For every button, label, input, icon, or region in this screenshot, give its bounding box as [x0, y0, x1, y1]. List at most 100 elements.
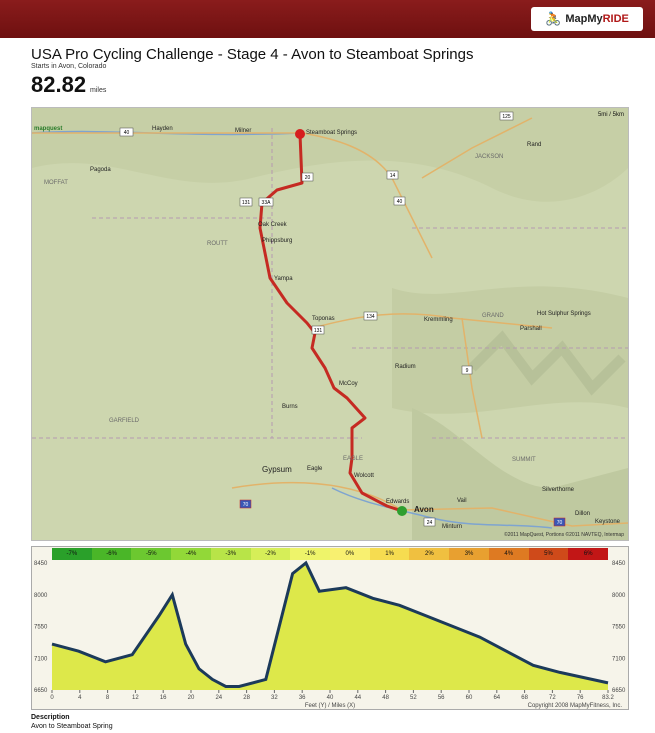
- x-axis-label: Feet (Y) / Miles (X): [305, 703, 355, 709]
- grade-swatch: -3%: [210, 548, 251, 560]
- x-tick-label: 40: [327, 695, 334, 701]
- svg-text:Vail: Vail: [457, 498, 467, 504]
- x-tick-label: 76: [577, 695, 584, 701]
- distance-unit: miles: [90, 87, 107, 94]
- svg-text:Avon: Avon: [414, 505, 434, 514]
- svg-text:134: 134: [366, 314, 375, 320]
- x-tick-label: 60: [466, 695, 473, 701]
- svg-text:Yampa: Yampa: [274, 276, 293, 282]
- description-text: Avon to Steamboat Spring: [31, 723, 113, 730]
- svg-text:Dillon: Dillon: [575, 511, 590, 517]
- grade-swatch: 5%: [528, 548, 569, 560]
- route-title: USA Pro Cycling Challenge - Stage 4 - Av…: [31, 46, 474, 63]
- svg-text:Edwards: Edwards: [386, 499, 409, 505]
- y-tick-label: 8000: [34, 593, 48, 599]
- x-tick-label: 12: [132, 695, 139, 701]
- svg-text:Phippsburg: Phippsburg: [262, 238, 292, 244]
- svg-text:Parshall: Parshall: [520, 326, 542, 332]
- svg-text:GRAND: GRAND: [482, 313, 504, 319]
- svg-text:Kremmling: Kremmling: [424, 317, 453, 323]
- start-location: Starts in Avon, Colorado: [31, 63, 107, 70]
- grade-swatch: 2%: [409, 548, 450, 560]
- svg-text:131: 131: [314, 328, 323, 334]
- svg-text:Wolcott: Wolcott: [354, 473, 374, 479]
- map-scale: 5mi / 5km: [597, 112, 624, 118]
- svg-text:24: 24: [427, 520, 433, 526]
- x-tick-label: 0: [50, 695, 54, 701]
- svg-text:McCoy: McCoy: [339, 381, 358, 387]
- svg-text:SUMMIT: SUMMIT: [512, 457, 536, 463]
- x-tick-label: 20: [188, 695, 195, 701]
- svg-text:mapquest: mapquest: [34, 126, 62, 132]
- svg-text:33A: 33A: [262, 200, 272, 206]
- x-tick-label: 24: [215, 695, 222, 701]
- svg-text:Steamboat Springs: Steamboat Springs: [306, 130, 357, 136]
- x-tick-label: 16: [160, 695, 167, 701]
- svg-text:MOFFAT: MOFFAT: [44, 180, 68, 186]
- x-tick-label: 83.2: [602, 695, 614, 701]
- grade-swatch: -7%: [52, 548, 92, 560]
- grade-swatch: 6%: [568, 548, 609, 560]
- route-distance: 82.82: [31, 72, 87, 97]
- y-tick-label: 7550: [34, 625, 48, 631]
- x-tick-label: 56: [438, 695, 445, 701]
- svg-text:131: 131: [242, 200, 251, 206]
- header-bar: 🚴 MapMyRIDE: [0, 0, 655, 38]
- svg-text:125: 125: [502, 114, 511, 120]
- cyclist-icon: 🚴: [545, 11, 562, 26]
- grade-swatch: 0%: [330, 548, 370, 560]
- grade-swatch: -6%: [91, 548, 132, 560]
- svg-text:Hayden: Hayden: [152, 126, 173, 132]
- grade-swatch: 4%: [488, 548, 529, 560]
- svg-text:Keystone: Keystone: [595, 519, 621, 525]
- x-tick-label: 32: [271, 695, 278, 701]
- x-tick-label: 8: [106, 695, 110, 701]
- svg-text:40: 40: [397, 199, 403, 205]
- svg-text:14: 14: [390, 173, 396, 179]
- svg-text:EAGLE: EAGLE: [343, 456, 363, 462]
- y-tick-label: 7100: [612, 656, 626, 662]
- mapmyride-logo[interactable]: 🚴 MapMyRIDE: [531, 7, 643, 31]
- elevation-profile: -7% -6% -5% -4% -3% -2% -1% 0% 1% 2% 3% 4% 5% 6% 8450…: [31, 546, 629, 710]
- x-tick-label: 44: [354, 695, 361, 701]
- svg-text:40: 40: [124, 130, 130, 136]
- svg-text:Radium: Radium: [395, 364, 416, 370]
- x-tick-label: 48: [382, 695, 389, 701]
- x-tick-label: 52: [410, 695, 417, 701]
- grade-swatch: -2%: [250, 548, 291, 560]
- x-tick-label: 68: [521, 695, 528, 701]
- svg-text:Minturn: Minturn: [442, 524, 462, 530]
- map-canvas: Steamboat Springs Hayden Milner Oak Cree…: [32, 108, 628, 540]
- map-copyright: ©2011 MapQuest, Portions ©2011 NAVTEQ, I…: [504, 532, 624, 538]
- svg-text:Silverthorne: Silverthorne: [542, 487, 575, 493]
- svg-text:Rand: Rand: [527, 142, 541, 148]
- svg-text:70: 70: [557, 520, 563, 526]
- route-map[interactable]: Steamboat Springs Hayden Milner Oak Cree…: [31, 107, 629, 541]
- svg-text:Hot Sulphur Springs: Hot Sulphur Springs: [537, 311, 591, 317]
- y-tick-label: 8450: [612, 561, 626, 567]
- svg-text:Oak Creek: Oak Creek: [258, 222, 288, 228]
- x-tick-label: 64: [493, 695, 500, 701]
- y-tick-label: 6650: [34, 688, 48, 694]
- y-tick-label: 6650: [612, 688, 626, 694]
- x-tick-label: 36: [299, 695, 306, 701]
- elevation-chart: 8450 8450 8000 8000 7550 7550 7100 7100 6650 6650…: [34, 560, 626, 709]
- svg-text:Pagoda: Pagoda: [90, 167, 111, 173]
- svg-text:GARFIELD: GARFIELD: [109, 418, 140, 424]
- svg-text:Burns: Burns: [282, 404, 298, 410]
- svg-text:70: 70: [243, 502, 249, 508]
- svg-text:Milner: Milner: [235, 128, 251, 134]
- x-tick-label: 72: [549, 695, 556, 701]
- grade-swatch: -5%: [131, 548, 172, 560]
- x-tick-label: 4: [78, 695, 82, 701]
- y-tick-label: 8000: [612, 593, 626, 599]
- grade-legend: -7% -6% -5% -4% -3% -2% -1% 0% 1% 2% 3% 4% 5% 6%: [52, 548, 609, 560]
- y-tick-label: 7550: [612, 625, 626, 631]
- grade-swatch: -1%: [290, 548, 331, 560]
- svg-text:20: 20: [305, 175, 311, 181]
- y-tick-label: 8450: [34, 561, 48, 567]
- svg-text:JACKSON: JACKSON: [475, 154, 503, 160]
- chart-copyright: Copyright 2008 MapMyFitness, Inc.: [528, 703, 623, 709]
- svg-text:ROUTT: ROUTT: [207, 241, 228, 247]
- x-tick-label: 28: [243, 695, 250, 701]
